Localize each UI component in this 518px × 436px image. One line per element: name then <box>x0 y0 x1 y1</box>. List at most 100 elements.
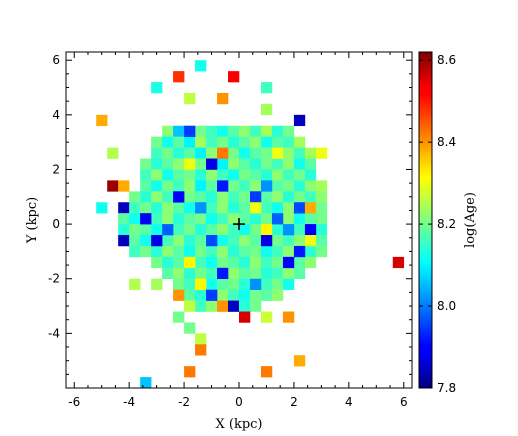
heatmap-cell <box>304 180 317 192</box>
heatmap-cell <box>140 213 152 225</box>
heatmap-cell <box>151 235 163 247</box>
heatmap-cell <box>293 169 306 181</box>
heatmap-cell <box>293 256 306 269</box>
heatmap-cell <box>151 213 163 225</box>
heatmap-cell <box>129 191 141 203</box>
heatmap-cell <box>217 169 229 181</box>
y-axis-label: Y (kpc) <box>25 197 40 244</box>
heatmap-cell <box>260 82 273 94</box>
heatmap-cell <box>173 191 185 203</box>
heatmap-cell <box>293 114 306 127</box>
heatmap-cell <box>173 169 185 181</box>
heatmap-cell <box>228 71 240 83</box>
colorbar-tick-label: 8.6 <box>437 53 456 67</box>
heatmap-cell <box>260 169 273 181</box>
heatmap-cell <box>282 169 295 181</box>
heatmap-cell <box>195 60 207 72</box>
heatmap-cell <box>173 213 185 225</box>
x-tick-label: -6 <box>68 395 80 409</box>
heatmap-cell <box>184 278 196 290</box>
heatmap-cell <box>228 224 240 236</box>
heatmap-cells <box>96 60 405 389</box>
y-tick-label: 6 <box>52 53 60 67</box>
heatmap-cell <box>271 278 284 290</box>
heatmap-cell <box>304 202 317 214</box>
heatmap-cell <box>206 180 218 192</box>
heatmap-cell <box>162 169 174 181</box>
heatmap-cell <box>260 235 273 247</box>
heatmap-cell <box>282 147 295 159</box>
heatmap-cell <box>217 245 229 258</box>
heatmap-cell <box>293 355 306 367</box>
heatmap-cell <box>129 213 141 225</box>
heatmap-cell <box>173 235 185 247</box>
heatmap-cell <box>217 158 229 170</box>
x-tick-label: 2 <box>290 395 298 409</box>
heatmap-cell <box>293 235 306 247</box>
heatmap-cell <box>239 213 251 225</box>
heatmap-cell <box>260 245 273 258</box>
heatmap-cell <box>260 224 273 236</box>
heatmap-cell <box>206 300 218 312</box>
heatmap-cell <box>173 180 185 192</box>
colorbar-ticks: 7.8 8.0 8.2 8.4 8.6 <box>419 53 456 395</box>
heatmap-cell <box>260 125 273 137</box>
heatmap-cell <box>162 224 174 236</box>
center-marker <box>233 218 245 231</box>
heatmap-cell <box>249 300 262 312</box>
heatmap-cell <box>195 333 207 345</box>
heatmap-cell <box>195 191 207 203</box>
heatmap-cell <box>195 180 207 192</box>
heatmap-cell <box>107 180 119 192</box>
heatmap-cell <box>239 311 251 323</box>
colorbar-tick-label: 7.8 <box>437 381 456 395</box>
heatmap-cell <box>315 191 328 203</box>
heatmap-cell <box>282 278 295 290</box>
x-tick-label: 0 <box>235 395 243 409</box>
heatmap-cell <box>140 191 152 203</box>
heatmap-cell <box>239 289 251 301</box>
heatmap-cell <box>228 125 240 137</box>
heatmap-cell <box>184 235 196 247</box>
heatmap-cell <box>271 191 284 203</box>
heatmap-cell <box>315 202 328 214</box>
heatmap-cell <box>151 136 163 148</box>
heatmap-cell <box>129 245 141 258</box>
heatmap-cell <box>173 278 185 290</box>
heatmap-cell <box>184 267 196 280</box>
heatmap-cell <box>260 103 273 116</box>
heatmap-cell <box>260 366 273 378</box>
heatmap-cell <box>162 158 174 170</box>
heatmap-cell <box>184 224 196 236</box>
heatmap-cell <box>249 125 262 137</box>
heatmap-cell <box>184 256 196 269</box>
heatmap-cell <box>173 136 185 148</box>
heatmap-cell <box>162 256 174 269</box>
heatmap-cell <box>162 245 174 258</box>
heatmap-cell <box>162 213 174 225</box>
heatmap-cell <box>173 158 185 170</box>
heatmap-cell <box>184 245 196 258</box>
heatmap-cell <box>271 180 284 192</box>
heatmap-cell <box>184 169 196 181</box>
heatmap-cell <box>217 300 229 312</box>
heatmap-cell <box>260 180 273 192</box>
heatmap-cell <box>140 180 152 192</box>
heatmap-cell <box>239 202 251 214</box>
heatmap-cell <box>217 224 229 236</box>
heatmap-cell <box>140 245 152 258</box>
heatmap-cell <box>260 191 273 203</box>
heatmap-cell <box>271 256 284 269</box>
heatmap-cell <box>228 147 240 159</box>
heatmap-cell <box>184 191 196 203</box>
heatmap-cell <box>162 235 174 247</box>
heatmap-cell <box>206 125 218 137</box>
heatmap-cell <box>293 245 306 258</box>
heatmap-cell <box>184 366 196 378</box>
heatmap-cell <box>217 289 229 301</box>
heatmap-cell <box>195 169 207 181</box>
heatmap-cell <box>282 136 295 148</box>
heatmap-cell <box>96 202 108 214</box>
heatmap-cell <box>249 169 262 181</box>
